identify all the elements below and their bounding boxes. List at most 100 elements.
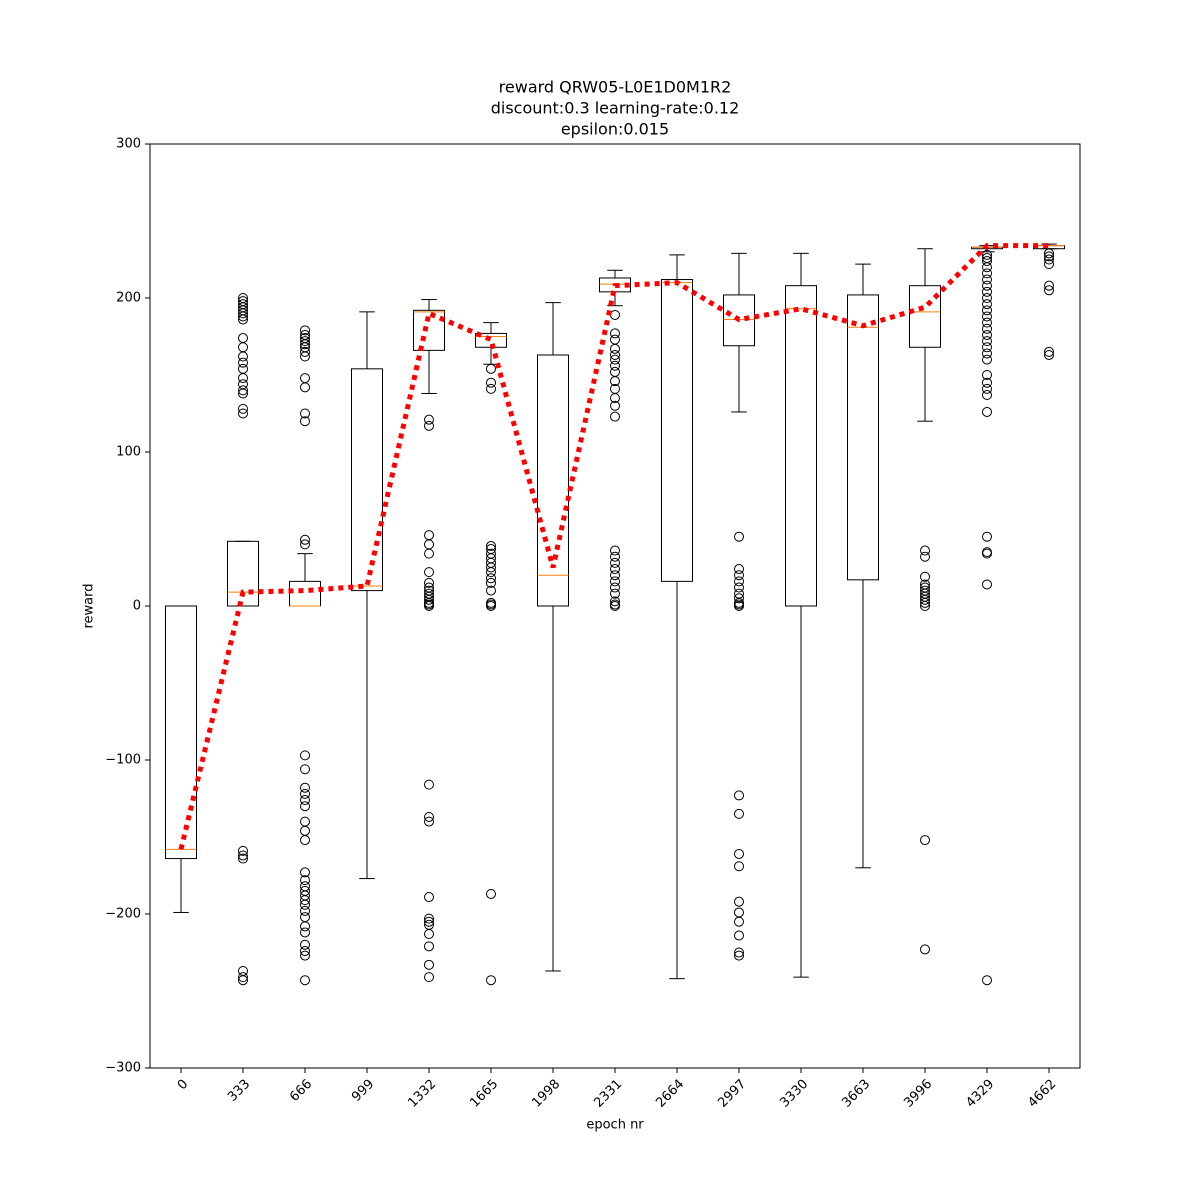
y-tick-label: −200 [105, 907, 141, 922]
outlier [920, 594, 930, 605]
outlier [300, 921, 310, 932]
y-tick-label: 200 [116, 291, 141, 306]
outlier [610, 557, 620, 568]
outlier [238, 308, 248, 319]
outlier [424, 929, 434, 940]
outlier [300, 899, 310, 910]
outlier [610, 576, 620, 587]
outlier [982, 329, 992, 340]
outlier [982, 299, 992, 310]
box [847, 294, 879, 581]
outlier [610, 564, 620, 575]
box [909, 285, 941, 348]
box [723, 294, 755, 347]
outlier [982, 293, 992, 303]
outlier [734, 916, 744, 927]
outlier [734, 808, 744, 819]
outlier [920, 571, 930, 582]
outlier [982, 354, 992, 365]
outlier [610, 376, 620, 387]
outlier [982, 305, 992, 316]
outlier [486, 540, 496, 551]
y-tick-label: 300 [116, 137, 141, 152]
outlier [300, 351, 310, 362]
outlier [300, 795, 310, 806]
outlier [982, 280, 992, 291]
outlier [486, 888, 496, 899]
outlier [424, 548, 434, 559]
outlier [424, 941, 434, 952]
outlier [486, 562, 496, 573]
outlier [982, 336, 992, 347]
outlier [238, 311, 248, 322]
outlier [238, 853, 248, 864]
outlier [982, 311, 992, 322]
outlier [1044, 280, 1054, 291]
outlier [300, 325, 310, 336]
outlier [610, 551, 620, 562]
outlier [486, 377, 496, 388]
outlier [486, 573, 496, 584]
outlier [734, 582, 744, 593]
outlier [610, 411, 620, 422]
outlier [238, 845, 248, 856]
outlier [1044, 259, 1054, 270]
outlier [982, 342, 992, 353]
outlier [300, 539, 310, 550]
outlier [424, 892, 434, 903]
y-tick-label: 0 [133, 599, 141, 614]
outlier [982, 317, 992, 328]
y-tick-label: −100 [105, 753, 141, 768]
outlier [982, 579, 992, 590]
outlier [424, 577, 434, 588]
outlier [300, 835, 310, 846]
outlier [920, 601, 930, 611]
outlier [610, 601, 620, 611]
outlier [424, 816, 434, 827]
outlier [982, 370, 992, 380]
outlier [300, 346, 310, 357]
outlier [982, 383, 992, 394]
outlier [610, 328, 620, 339]
outlier [734, 848, 744, 859]
outlier [734, 950, 744, 961]
outlier [238, 357, 248, 368]
outlier [300, 750, 310, 761]
outlier [982, 348, 992, 359]
outlier [486, 585, 496, 596]
outlier [1044, 248, 1054, 259]
outlier [610, 393, 620, 404]
outlier [734, 930, 744, 941]
outlier [982, 975, 992, 986]
outlier [920, 545, 930, 556]
outlier [734, 896, 744, 907]
outlier [300, 534, 310, 545]
outlier [424, 972, 434, 983]
box [227, 540, 259, 607]
outlier [300, 867, 310, 878]
chart-title: reward QRW05-L0E1D0M1R2 [499, 78, 732, 97]
outlier [424, 913, 434, 924]
outlier [300, 939, 310, 950]
box [661, 279, 693, 582]
outlier [610, 360, 620, 371]
outlier [982, 256, 992, 267]
outlier [486, 383, 496, 394]
outlier [424, 420, 434, 431]
outlier [610, 570, 620, 581]
box [351, 368, 383, 592]
outlier [920, 551, 930, 562]
outlier [734, 861, 744, 872]
outlier [982, 323, 992, 334]
outlier [734, 947, 744, 958]
outlier [300, 927, 310, 938]
outlier [1044, 251, 1054, 262]
outlier [300, 788, 310, 799]
outlier [300, 895, 310, 906]
chart-title: discount:0.3 learning-rate:0.12 [491, 99, 740, 118]
outlier [486, 975, 496, 986]
outlier [734, 570, 744, 581]
outlier [424, 916, 434, 927]
